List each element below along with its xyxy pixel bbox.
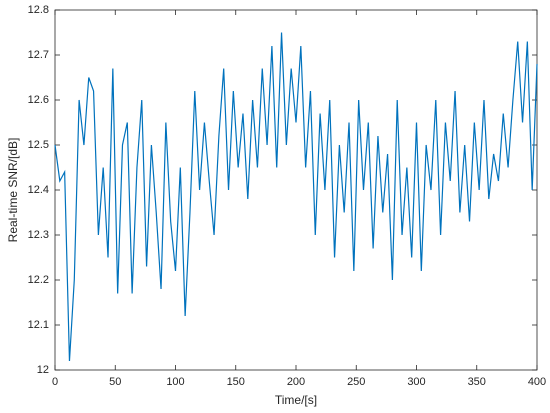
x-tick-label: 250 [347,376,365,388]
y-tick-label: 12.7 [28,49,49,61]
y-tick-label: 12.6 [28,94,49,106]
y-tick-label: 12.5 [28,139,49,151]
plot-area [54,9,538,371]
y-tick-label: 12.1 [28,319,49,331]
x-tick-label: 0 [52,376,58,388]
x-axis-label: Time/[s] [275,393,317,407]
x-tick-label: 350 [468,376,486,388]
x-tick-label: 400 [528,376,546,388]
y-tick-label: 12.8 [28,4,49,16]
y-axis-label: Real-time SNR/[dB] [6,138,20,243]
data-line [54,32,538,362]
y-tick-label: 12.2 [28,274,49,286]
x-tick-label: 50 [109,376,121,388]
x-tick-label: 150 [227,376,245,388]
x-tick-label: 100 [166,376,184,388]
x-tick-label: 300 [407,376,425,388]
y-tick-label: 12.3 [28,229,49,241]
y-tick-label: 12 [37,364,49,376]
y-tick-label: 12.4 [28,184,49,196]
x-tick-label: 200 [287,376,305,388]
